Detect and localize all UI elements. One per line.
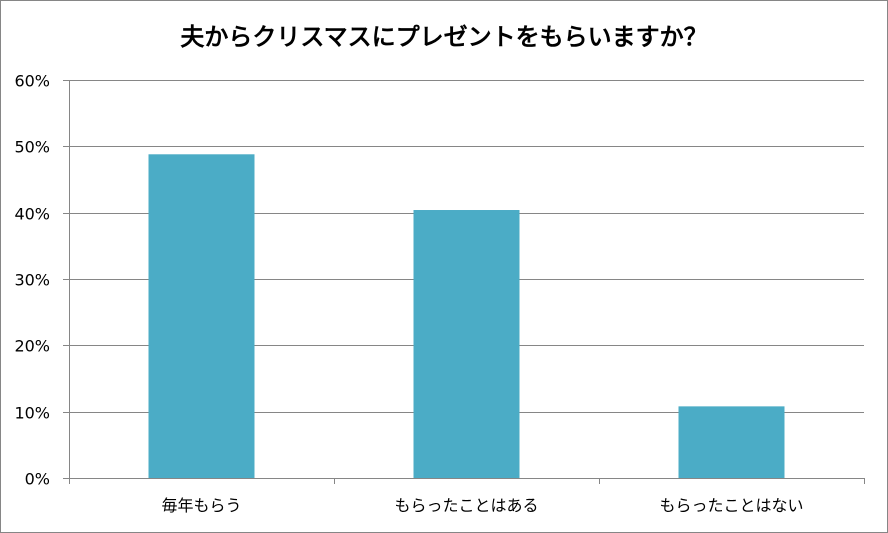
y-tick-label: 10% [14,404,50,423]
bar [148,154,255,478]
bar [413,210,520,478]
y-tick-label: 20% [14,337,50,356]
bars [148,154,785,478]
x-axis-categories: 毎年もらう もらったことはある もらったことはない [161,496,803,515]
y-tick-label: 0% [25,470,50,489]
y-axis-ticks: 0% 10% 20% 30% 40% 50% 60% [14,72,50,489]
x-category-label: もらったことはない [659,496,803,515]
y-tick-label: 50% [14,138,50,157]
axes [63,80,865,484]
y-tick-label: 60% [14,72,50,91]
x-category-label: 毎年もらう [161,496,241,515]
y-tick-label: 30% [14,271,50,290]
chart-title: 夫からクリスマスにプレゼントをもらいますか？ [180,23,707,51]
x-category-label: もらったことはある [394,496,538,515]
bar [678,406,785,478]
y-tick-label: 40% [14,205,50,224]
